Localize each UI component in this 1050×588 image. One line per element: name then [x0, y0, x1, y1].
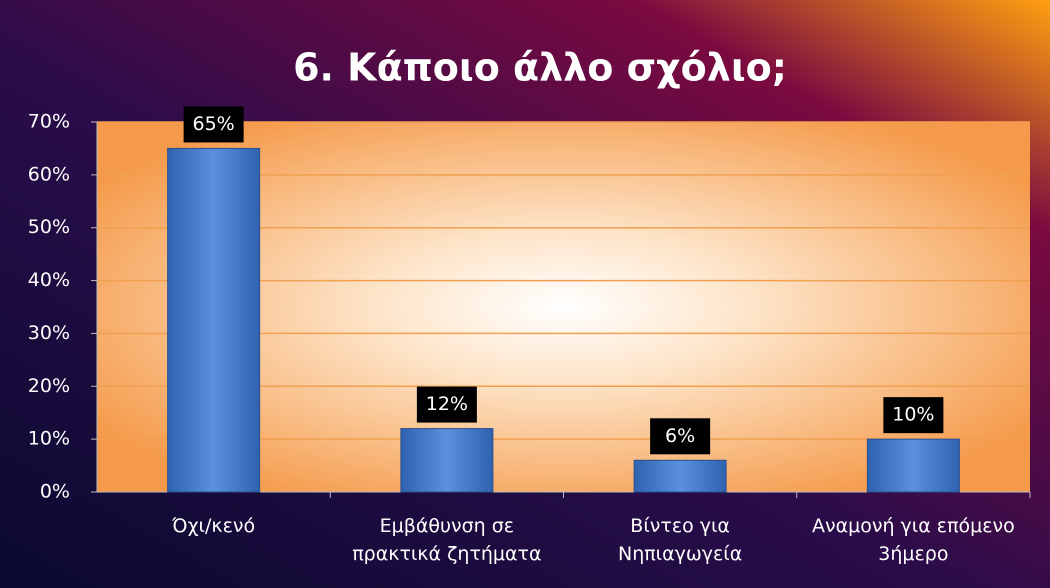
bar	[167, 147, 261, 493]
y-tick-label: 40%	[28, 269, 70, 291]
value-label: 10%	[892, 404, 934, 426]
value-label-box	[416, 386, 477, 423]
value-label-box	[883, 397, 944, 434]
y-tick-label: 30%	[28, 322, 70, 344]
bar	[866, 438, 960, 493]
value-label-box	[183, 106, 244, 143]
value-label: 6%	[665, 425, 695, 447]
value-label-box	[650, 418, 711, 455]
y-tick-label: 20%	[28, 375, 70, 397]
x-tick-label: Βίντεο για Νηπιαγωγεία	[617, 515, 743, 565]
x-tick-label: Αναμονή για επόμενο 3ήμερο	[812, 515, 1015, 565]
x-tick-label: Όχι/κενό	[172, 515, 256, 537]
bar	[633, 459, 727, 493]
value-label: 12%	[426, 393, 468, 415]
chart-title: 6. Κάποιο άλλο σχόλιο;	[293, 46, 787, 90]
y-tick-label: 70%	[28, 111, 70, 133]
y-tick-label: 50%	[28, 216, 70, 238]
x-tick-label: Εμβάθυνση σε πρακτικά ζητήματα	[352, 515, 542, 565]
y-tick-label: 60%	[28, 163, 70, 185]
y-tick-label: 10%	[28, 428, 70, 450]
bar	[400, 428, 494, 493]
y-tick-label: 0%	[40, 481, 70, 503]
value-label: 65%	[193, 113, 235, 135]
